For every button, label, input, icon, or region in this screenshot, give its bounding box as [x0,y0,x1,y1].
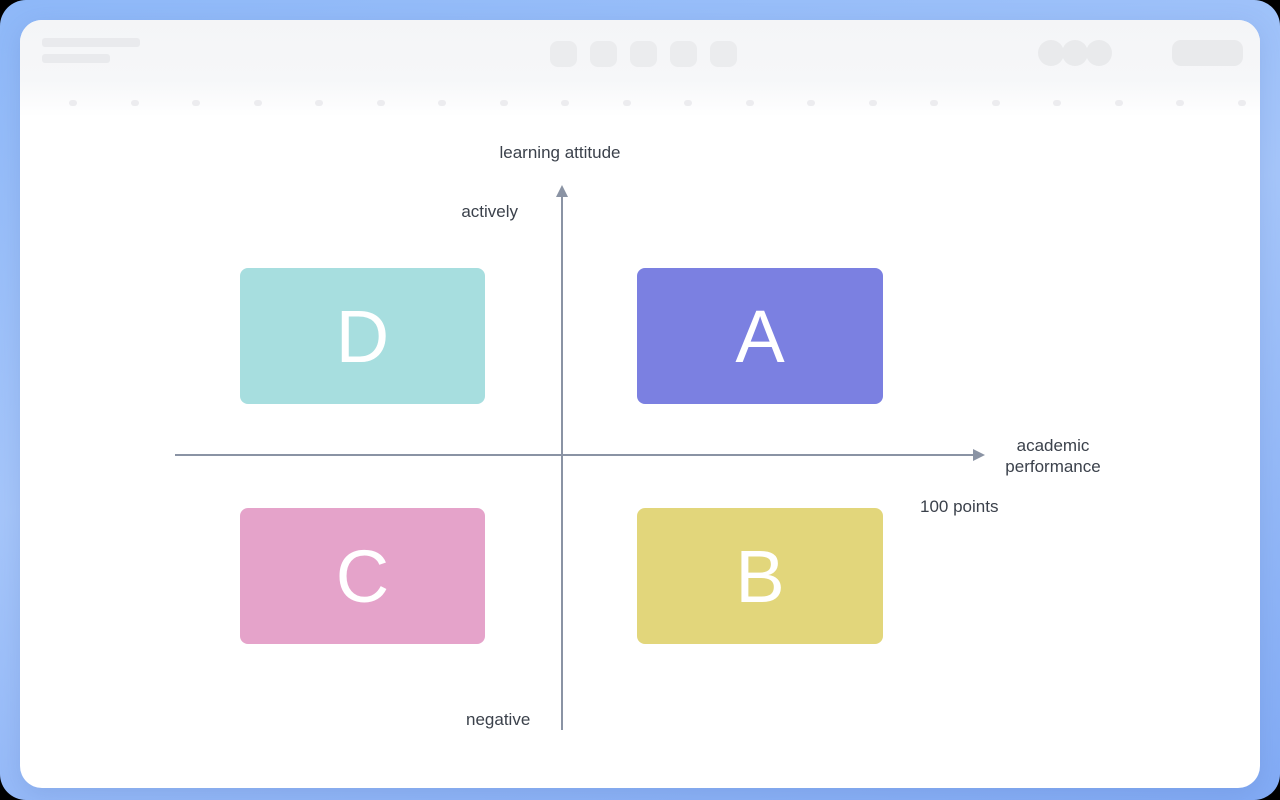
y-axis-negative-label: negative [466,710,531,729]
vertical-axis-arrow-icon [556,185,568,197]
action-pill-button[interactable] [1172,40,1243,66]
ruler-dot [561,100,569,106]
ruler-dot [499,100,508,106]
toolbar-button[interactable] [710,41,737,67]
vertical-axis-line [561,196,563,730]
quadrant-a-shape[interactable]: A [637,268,883,404]
avatar-circle[interactable] [1038,40,1064,66]
diagram-canvas: learning attitude actively negative acad… [20,117,1260,788]
x-axis-scale-label: 100 points [920,497,999,516]
ruler-dot [315,100,323,106]
toolbar [20,20,1260,117]
ruler-dot [684,100,692,106]
ruler-dot [622,100,631,106]
app-window: learning attitude actively negative acad… [20,20,1260,788]
ruler-dot [745,100,754,106]
ruler-dot [376,100,385,106]
ruler-dot [930,100,938,106]
ruler-dots-row [69,100,1246,106]
ruler-dot [69,100,77,106]
ruler-dot [1053,100,1061,106]
toolbar-button-group [550,41,737,67]
quadrant-b-shape[interactable]: B [637,508,883,644]
ruler-dot [868,100,877,106]
ruler-dot [991,100,1000,106]
avatar-circle[interactable] [1086,40,1112,66]
y-axis-title: learning attitude [499,143,621,162]
toolbar-button[interactable] [630,41,657,67]
y-axis-positive-label: actively [461,202,518,221]
x-axis-label: academic performance [968,435,1138,477]
ruler-dot [438,100,446,106]
ruler-dot [807,100,815,106]
subtitle-skeleton-bar [42,54,110,63]
quadrant-c-shape[interactable]: C [240,508,485,644]
logo-skeleton-bar [42,38,140,47]
toolbar-button[interactable] [590,41,617,67]
quadrant-d-shape[interactable]: D [240,268,485,404]
ruler-dot [1237,100,1246,106]
x-axis-label-line2: performance [1005,457,1101,476]
ruler-dot [1114,100,1123,106]
toolbar-button[interactable] [670,41,697,67]
horizontal-axis-line [175,454,975,456]
ruler-dot [130,100,139,106]
avatar-circle[interactable] [1062,40,1088,66]
x-axis-label-line1: academic [1016,436,1090,455]
ruler-dot [192,100,200,106]
ruler-dot [1176,100,1184,106]
toolbar-button[interactable] [550,41,577,67]
toolbar-avatar-group [1038,40,1112,66]
horizontal-axis-arrow-icon [973,449,985,461]
ruler-dot [253,100,262,106]
